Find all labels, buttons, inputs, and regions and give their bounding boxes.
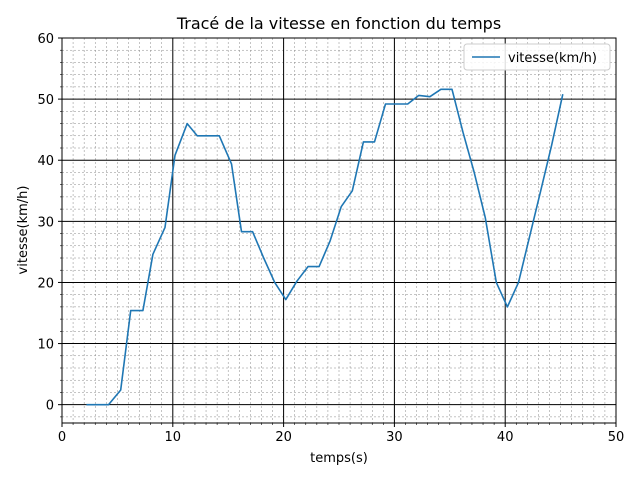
- x-tick-label: 30: [386, 430, 403, 445]
- y-axis-ticks: 0 10 20 30 40 50 60: [37, 32, 62, 418]
- x-tick-label: 40: [497, 430, 514, 445]
- x-tick-label: 50: [608, 430, 625, 445]
- y-tick-label: 0: [46, 399, 54, 414]
- y-tick-label: 60: [37, 32, 54, 47]
- y-tick-label: 30: [37, 215, 54, 230]
- y-tick-label: 10: [37, 338, 54, 353]
- y-axis-label: vitesse(km/h): [16, 186, 31, 275]
- legend: vitesse(km/h): [463, 43, 611, 71]
- series-line-vitesse: [86, 88, 564, 406]
- minor-grid: [61, 37, 617, 423]
- x-tick-label: 20: [275, 430, 292, 445]
- x-tick-label: 10: [165, 430, 182, 445]
- y-tick-label: 20: [37, 276, 54, 291]
- chart-title: Tracé de la vitesse en fonction du temps: [176, 14, 501, 33]
- x-axis-label: temps(s): [310, 451, 368, 466]
- x-tick-label: 0: [58, 430, 66, 445]
- legend-box: [463, 43, 611, 71]
- legend-entry-label: vitesse(km/h): [508, 51, 597, 66]
- y-tick-label: 40: [37, 154, 54, 169]
- x-axis-ticks: 0 10 20 30 40 50: [58, 423, 624, 445]
- y-tick-label: 50: [37, 93, 54, 108]
- series-layer: [86, 88, 564, 406]
